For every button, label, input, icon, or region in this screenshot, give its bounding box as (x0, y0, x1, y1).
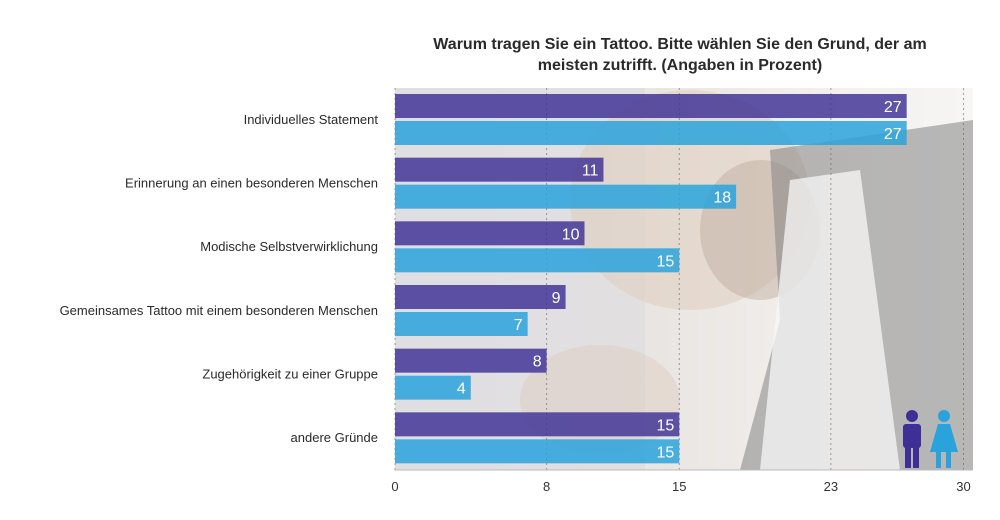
bar-value-label: 15 (656, 253, 674, 270)
bar-series-1 (395, 412, 680, 437)
female-figure-icon (930, 410, 958, 468)
x-tick-label: 30 (956, 479, 970, 494)
bar-series-2 (395, 312, 528, 336)
bar-value-label: 4 (457, 381, 466, 398)
bar-value-label: 8 (533, 354, 542, 371)
bar-value-label: 11 (582, 163, 599, 180)
grid-lines (394, 88, 973, 471)
x-axis-ticks: 0 8 15 23 30 (391, 479, 970, 494)
bar-value-label: 15 (656, 444, 674, 461)
bar-value-label: 7 (514, 317, 523, 334)
bars-group (395, 94, 907, 464)
bar-value-label: 18 (713, 190, 731, 207)
chart-title-line-2: meisten zutrifft. (Angaben in Prozent) (538, 57, 822, 74)
bar-series-1 (395, 348, 547, 373)
chart-title-line-1: Warum tragen Sie ein Tattoo. Bitte wähle… (433, 36, 926, 53)
category-label: Erinnerung an einen besonderen Menschen (125, 176, 378, 191)
x-tick-label: 8 (543, 479, 550, 494)
category-label: Individuelles Statement (244, 112, 379, 127)
bar-series-1 (395, 285, 566, 309)
bar-series-2 (395, 375, 471, 400)
category-label: Modische Selbstverwirklichung (200, 239, 378, 254)
male-figure-icon (903, 410, 921, 468)
x-tick-label: 15 (672, 479, 686, 494)
bar-series-1 (395, 221, 585, 246)
bar-value-label: 9 (552, 290, 561, 307)
bar-series-2 (395, 439, 680, 464)
bar-value-label: 27 (884, 126, 902, 143)
category-label: andere Gründe (291, 430, 378, 445)
category-label: Zugehörigkeit zu einer Gruppe (202, 367, 378, 382)
bar-value-label: 27 (884, 99, 902, 116)
bar-series-2 (395, 248, 680, 273)
category-label: Gemeinsames Tattoo mit einem besonderen … (60, 303, 378, 318)
category-labels: Individuelles Statement Erinnerung an ein… (60, 112, 379, 445)
bar-value-label: 10 (562, 226, 580, 243)
x-tick-label: 0 (391, 479, 398, 494)
bar-series-1 (395, 94, 907, 118)
bar-labels-group: 27 27 11 18 10 15 9 7 8 4 15 15 (457, 99, 902, 461)
bar-value-label: 15 (656, 417, 674, 434)
x-tick-label: 23 (824, 479, 838, 494)
bar-series-2 (395, 121, 907, 145)
bar-series-1 (395, 157, 604, 182)
bar-series-2 (395, 184, 737, 209)
